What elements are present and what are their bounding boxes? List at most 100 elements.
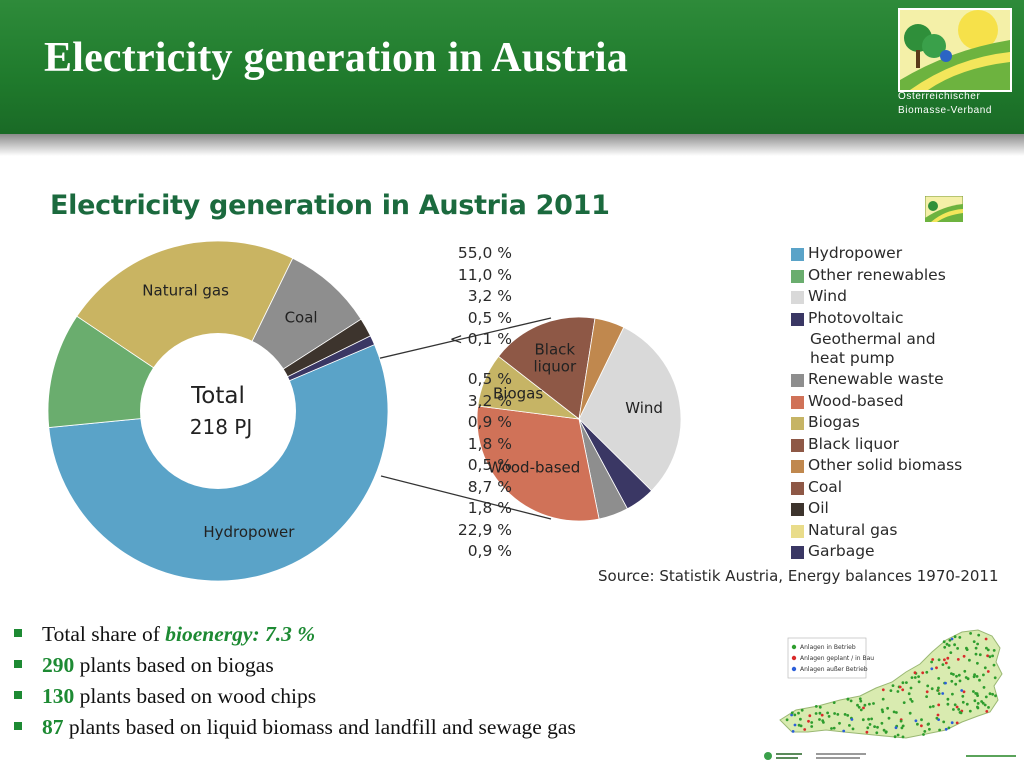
map-plant-dot xyxy=(926,684,930,688)
map-plant-dot xyxy=(968,658,971,662)
map-plant-dot xyxy=(976,694,979,697)
map-plant-dot xyxy=(865,730,869,734)
map-plant-dot xyxy=(926,723,930,726)
map-plant-dot xyxy=(799,724,803,728)
map-plant-dot xyxy=(901,735,905,739)
legend-swatch xyxy=(791,269,804,283)
map-plant-dot xyxy=(881,688,885,692)
map-plant-dot xyxy=(925,690,929,694)
map-plant-dot xyxy=(892,710,896,714)
map-plant-dot xyxy=(941,663,945,666)
map-plant-dot xyxy=(942,720,946,724)
map-plant-dot xyxy=(790,711,794,715)
legend-label: Renewable waste xyxy=(808,370,944,388)
austria-outline xyxy=(779,629,1003,739)
map-plant-dot xyxy=(951,692,954,696)
map-plant-dot xyxy=(974,646,978,650)
slice-wood-based xyxy=(476,405,600,522)
header-shadow xyxy=(0,134,1024,156)
map-plant-dot xyxy=(910,676,914,679)
bullet-highlight: 290 xyxy=(42,653,75,677)
map-plant-dot xyxy=(975,675,979,678)
map-plant-dot xyxy=(913,671,917,675)
logo-caption-line2: Biomasse-Verband xyxy=(898,105,993,116)
map-plant-dot xyxy=(861,718,865,722)
map-plant-dot xyxy=(958,636,962,639)
map-plant-dot xyxy=(994,694,997,698)
map-plant-dot xyxy=(899,719,903,723)
map-plant-dot xyxy=(799,717,802,721)
map-plant-dot xyxy=(896,733,900,737)
bullet-highlight: 130 xyxy=(42,684,75,708)
map-footer-logo-icon xyxy=(764,752,772,760)
map-legend-label: Anlagen geplant / in Bau xyxy=(800,655,874,662)
map-plant-dot xyxy=(944,681,947,685)
pie-chart-area: Total 218 PJ Hydropower Natural gas Coal W… xyxy=(47,240,682,582)
map-plant-dot xyxy=(937,658,941,662)
map-plant-dot xyxy=(992,663,996,667)
slice-black-liquor xyxy=(497,316,596,420)
map-plant-dot xyxy=(916,722,919,726)
map-plant-dot xyxy=(838,721,841,725)
map-plant-dot xyxy=(846,697,850,701)
map-plant-dot xyxy=(928,705,932,709)
legend-swatch xyxy=(791,248,804,261)
legend-label: Other solid biomass xyxy=(808,456,963,474)
legend-percent: 0,9 % xyxy=(467,413,512,431)
map-plant-dot xyxy=(964,676,968,679)
logo-caption: Österreichischer Biomasse-Verband xyxy=(898,90,1018,118)
map-plant-dot xyxy=(976,705,979,709)
map-plant-dot xyxy=(901,681,905,685)
legend-swatch xyxy=(791,312,804,326)
mini-logo xyxy=(924,195,964,223)
map-plant-dot xyxy=(814,705,818,708)
map-plant-dot xyxy=(850,718,854,721)
bullet-highlight: bioenergy: 7.3 % xyxy=(165,622,316,646)
map-plant-dot xyxy=(991,654,994,658)
biomass-association-logo xyxy=(898,8,1012,92)
map-plant-dot xyxy=(991,692,994,696)
map-plant-dot xyxy=(993,676,997,680)
map-plant-dot xyxy=(882,728,886,732)
legend-percent: 3,2 % xyxy=(467,287,512,305)
legend-percent: 1,8 % xyxy=(467,434,512,453)
map-plant-dot xyxy=(953,643,956,647)
map-plant-dot xyxy=(935,666,938,670)
legend-label: Oil xyxy=(808,499,829,517)
map-plant-dot xyxy=(956,647,959,650)
map-plant-dot xyxy=(917,675,920,678)
map-plant-dot xyxy=(868,723,872,726)
map-plant-dot xyxy=(920,724,923,728)
map-plant-dot xyxy=(965,702,969,706)
map-plant-dot xyxy=(974,692,978,695)
map-plant-dot xyxy=(793,713,797,717)
bullet-text-rest: plants based on wood chips xyxy=(74,684,317,708)
connector-top xyxy=(354,317,552,365)
map-plant-dot xyxy=(862,706,865,710)
map-plant-dot xyxy=(832,701,836,704)
map-plant-dot xyxy=(873,725,876,728)
map-plant-dot xyxy=(856,703,859,707)
map-plant-dot xyxy=(859,699,863,703)
legend-percent: 11,0 % xyxy=(457,265,512,284)
map-legend-label: Anlagen in Betrieb xyxy=(800,644,856,651)
map-plant-dot xyxy=(950,721,954,725)
legend-label: Coal xyxy=(808,477,843,496)
map-plant-dot xyxy=(988,655,992,659)
map-plant-dot xyxy=(886,706,889,710)
legend-swatch xyxy=(791,374,804,387)
map-plant-dot xyxy=(893,735,897,739)
chart-title: Electricity generation in Austria 2011 xyxy=(50,190,610,221)
legend-percent: < 0,1 % xyxy=(449,330,512,348)
map-plant-dot xyxy=(983,703,987,707)
map-plant-dot xyxy=(965,648,969,651)
legend-label: Photovoltaic xyxy=(808,308,904,327)
bullet-square-icon xyxy=(14,660,22,668)
legend-label: Black liquor xyxy=(808,434,899,453)
map-plant-dot xyxy=(863,703,867,707)
map-plant-dot xyxy=(923,730,927,733)
map-plant-dot xyxy=(818,705,822,709)
map-plant-dot xyxy=(909,686,913,690)
map-plant-dot xyxy=(889,689,893,692)
map-plant-dot xyxy=(957,673,961,677)
